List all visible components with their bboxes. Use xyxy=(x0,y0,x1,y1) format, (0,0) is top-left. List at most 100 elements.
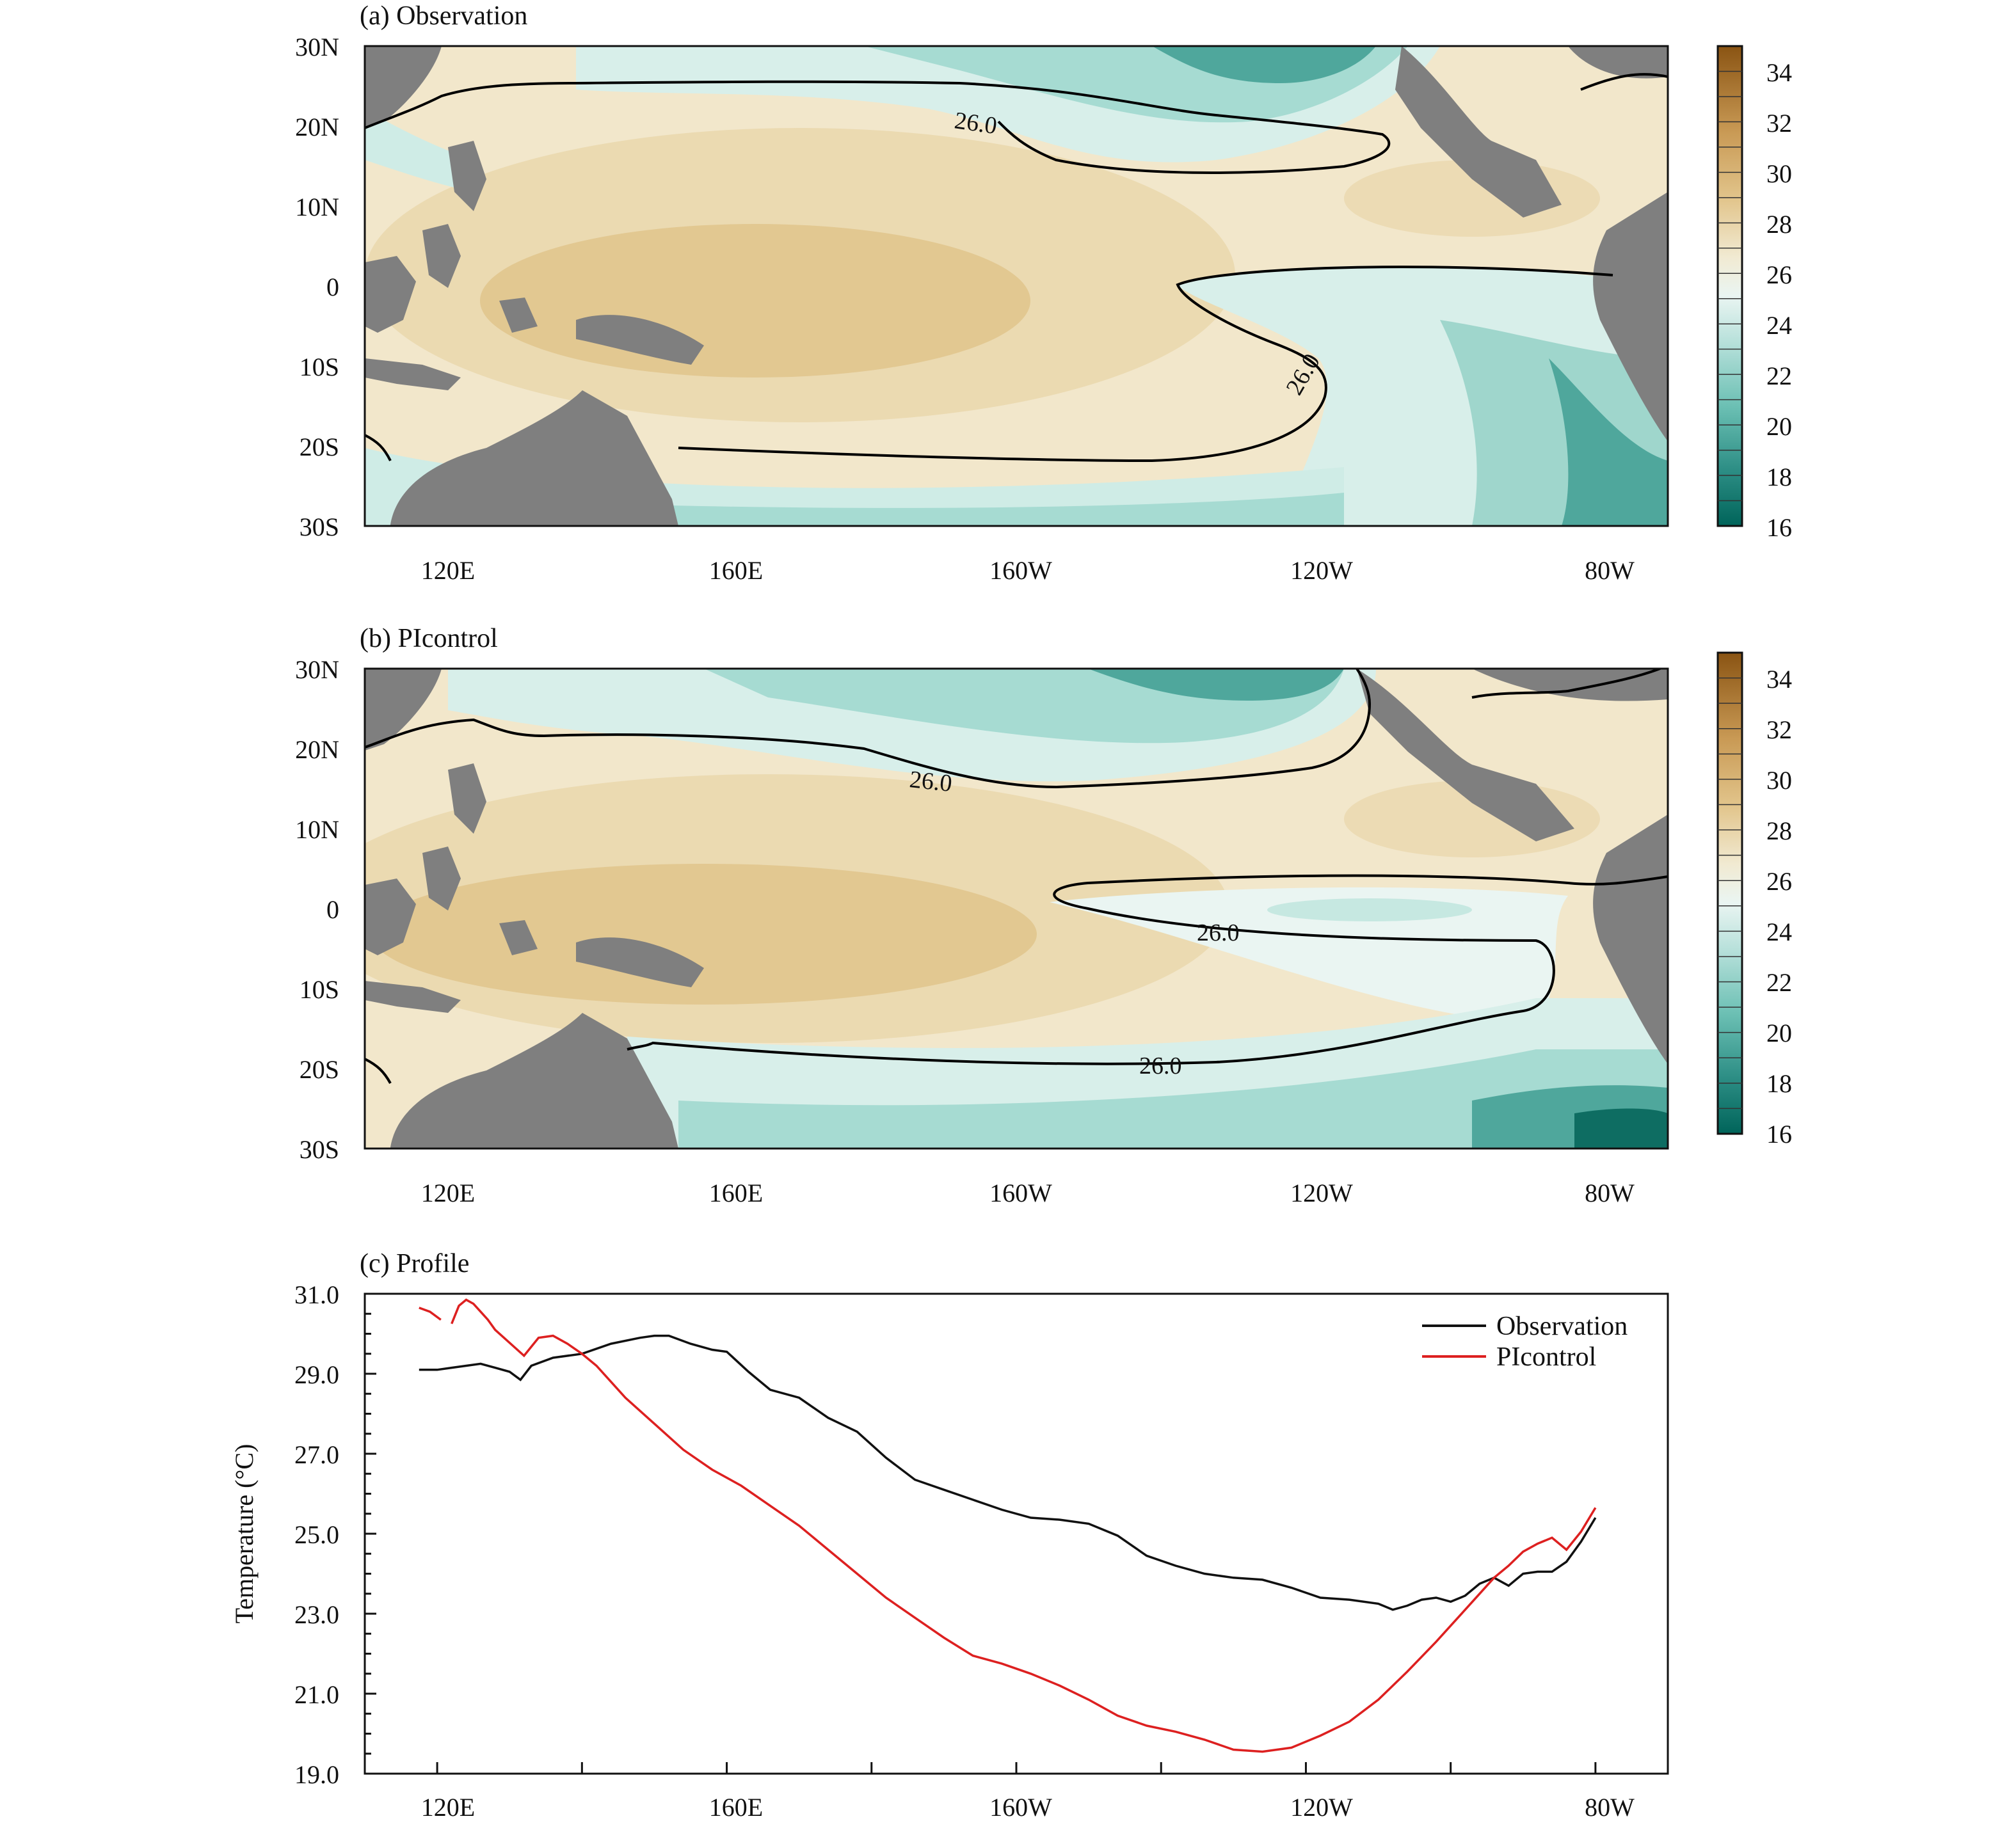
panel-b-colorbar: 34 32 30 28 26 24 22 20 18 16 xyxy=(1716,651,1792,1149)
y-tick-label: 21.0 xyxy=(294,1680,339,1709)
lon-label: 160E xyxy=(709,556,763,585)
y-tick-label: 19.0 xyxy=(294,1760,339,1789)
lat-label: 20S xyxy=(300,1055,339,1084)
lat-label: 30S xyxy=(300,513,339,541)
x-tick-label: 80W xyxy=(1585,1793,1635,1821)
legend: Observation PIcontrol xyxy=(1422,1312,1628,1372)
lat-label: 10S xyxy=(300,975,339,1004)
lat-label: 30S xyxy=(300,1135,339,1164)
x-tick-label: 120W xyxy=(1290,1793,1353,1821)
lat-label: 0 xyxy=(326,273,339,301)
colorbar-tick-label: 22 xyxy=(1766,362,1792,390)
lat-label: 20S xyxy=(300,433,339,461)
panel-b-lat-labels: 30N 20N 10N 0 10S 20S 30S xyxy=(295,655,339,1164)
colorbar-tick-label: 26 xyxy=(1766,867,1792,896)
contour-label-b-1: 26.0 xyxy=(908,766,954,797)
lat-label: 10N xyxy=(295,815,339,844)
panel-b-picontrol-map: (b) PIcontrol xyxy=(295,624,1792,1207)
lon-label: 120W xyxy=(1290,1179,1353,1207)
lat-label: 20N xyxy=(295,735,339,764)
panel-a-title: (a) Observation xyxy=(360,1,527,31)
panel-c-y-labels: 31.0 29.0 27.0 25.0 23.0 21.0 19.0 xyxy=(294,1280,339,1789)
panel-a-colorbar: 34 32 30 28 26 24 22 20 18 16 xyxy=(1716,45,1792,542)
colorbar-tick-label: 30 xyxy=(1766,159,1792,188)
lon-label: 120E xyxy=(421,1179,475,1207)
colorbar-a-labels: 34 32 30 28 26 24 22 20 18 16 xyxy=(1766,58,1792,542)
y-axis-label: Temperature (°C) xyxy=(230,1444,259,1624)
contour-label-b-2: 26.0 xyxy=(1197,919,1240,946)
panel-a-frame xyxy=(364,45,1669,527)
panel-b-lon-labels: 120E 160E 160W 120W 80W xyxy=(421,1179,1635,1207)
colorbar-tick-label: 20 xyxy=(1766,1019,1792,1047)
lon-label: 160E xyxy=(709,1179,763,1207)
panel-a-observation-map: (a) Observation xyxy=(295,1,1792,585)
contour-label-b-3: 26.0 xyxy=(1139,1053,1182,1079)
panel-c-y-ticks xyxy=(365,1292,376,1775)
colorbar-tick-label: 24 xyxy=(1766,918,1792,946)
panel-b-frame xyxy=(364,667,1669,1150)
legend-label-observation: Observation xyxy=(1496,1312,1628,1341)
lon-label: 120W xyxy=(1290,556,1353,585)
colorbar-tick-label: 18 xyxy=(1766,463,1792,491)
panel-c-x-ticks xyxy=(436,1762,1597,1774)
y-tick-label: 25.0 xyxy=(294,1520,339,1549)
panel-c-profile-chart: (c) Profile Temperature (°C) 31.0 29.0 2… xyxy=(230,1249,1669,1821)
colorbar-tick-label: 26 xyxy=(1766,260,1792,289)
series-line-picontrol xyxy=(419,1298,1597,1753)
contour-label-a-1: 26.0 xyxy=(953,107,999,139)
colorbar-tick-label: 16 xyxy=(1766,1120,1792,1149)
cold-tongue-region xyxy=(1050,887,1568,1024)
contour-26-lines xyxy=(365,669,1668,1084)
lon-label: 120E xyxy=(421,556,475,585)
warm-pool-core xyxy=(371,864,1037,1005)
colorbar-b xyxy=(1716,651,1743,1135)
y-tick-label: 31.0 xyxy=(294,1280,339,1309)
land-masses xyxy=(365,669,1668,1149)
legend-label-picontrol: PIcontrol xyxy=(1496,1342,1596,1372)
y-tick-label: 29.0 xyxy=(294,1360,339,1389)
colorbar-tick-label: 32 xyxy=(1766,715,1792,744)
panel-c-frame xyxy=(364,1292,1669,1775)
colorbar-tick-label: 34 xyxy=(1766,58,1792,87)
colorbar-tick-label: 18 xyxy=(1766,1069,1792,1098)
colorbar-a xyxy=(1716,45,1743,527)
panel-a-lon-labels: 120E 160E 160W 120W 80W xyxy=(421,556,1635,585)
colorbar-tick-label: 20 xyxy=(1766,412,1792,441)
lat-label: 10S xyxy=(300,353,339,381)
lat-label: 0 xyxy=(326,895,339,924)
colorbar-b-ticks xyxy=(1718,677,1742,1109)
lon-label: 80W xyxy=(1585,1179,1635,1207)
panel-b-field: 26.0 26.0 26.0 xyxy=(365,669,1668,1149)
colorbar-tick-label: 32 xyxy=(1766,109,1792,138)
y-tick-label: 27.0 xyxy=(294,1440,339,1469)
panel-a-field: 26.0 26.0 xyxy=(365,46,1668,526)
panel-b-title: (b) PIcontrol xyxy=(360,624,498,653)
x-tick-label: 160W xyxy=(989,1793,1052,1821)
lon-label: 160W xyxy=(989,1179,1052,1207)
lat-label: 10N xyxy=(295,193,339,221)
panel-a-lat-labels: 30N 20N 10N 0 10S 20S 30S xyxy=(295,33,339,541)
x-tick-label: 120E xyxy=(421,1793,475,1821)
colorbar-b-labels: 34 32 30 28 26 24 22 20 18 16 xyxy=(1766,665,1792,1149)
x-tick-label: 160E xyxy=(709,1793,763,1821)
colorbar-tick-label: 30 xyxy=(1766,766,1792,795)
colorbar-tick-label: 34 xyxy=(1766,665,1792,694)
lon-label: 80W xyxy=(1585,556,1635,585)
colorbar-tick-label: 28 xyxy=(1766,210,1792,239)
land-masses xyxy=(365,46,1668,526)
warm-pool-core xyxy=(480,224,1030,378)
series-line-observation xyxy=(419,1334,1597,1611)
y-tick-label: 23.0 xyxy=(294,1600,339,1629)
colorbar-tick-label: 22 xyxy=(1766,968,1792,997)
contour-26-lines xyxy=(365,73,1668,463)
colorbar-tick-label: 28 xyxy=(1766,816,1792,845)
colorbar-tick-label: 24 xyxy=(1766,311,1792,340)
lat-label: 30N xyxy=(295,33,339,61)
lat-label: 20N xyxy=(295,113,339,141)
panel-c-x-labels: 120E 160E 160W 120W 80W xyxy=(421,1793,1635,1821)
lon-label: 160W xyxy=(989,556,1052,585)
colorbar-tick-label: 16 xyxy=(1766,513,1792,542)
panel-c-title: (c) Profile xyxy=(360,1249,469,1278)
lat-label: 30N xyxy=(295,655,339,684)
